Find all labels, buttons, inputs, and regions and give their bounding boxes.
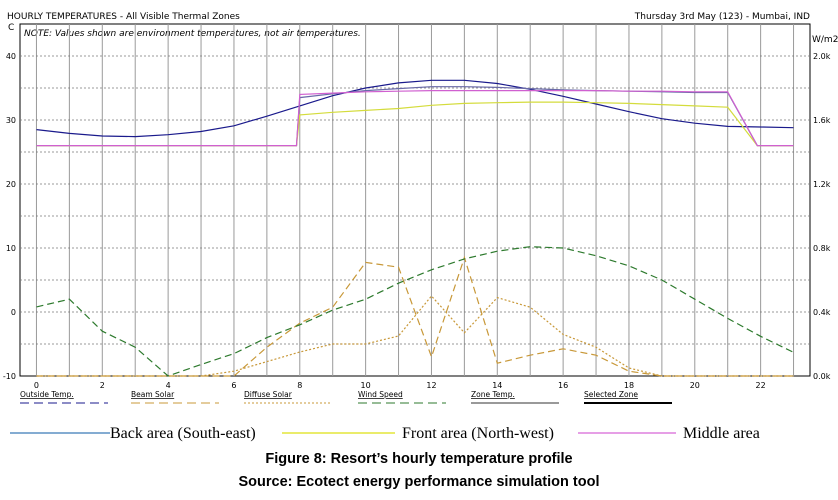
x-tick-label: 2 [100, 381, 105, 390]
y-left-tick-label: 20 [6, 180, 16, 189]
date-location: Thursday 3rd May (123) - Mumbai, IND [634, 12, 810, 22]
inner-legend-label: Zone Temp. [471, 390, 515, 399]
figure-caption: Figure 8: Resort’s hourly temperature pr… [265, 451, 572, 467]
axis-ticks: 0 2 4 6 8 10 12 14 16 18 20 22 -10 0 10 20 30 40 0.0k 0.4k 0… [3, 52, 831, 390]
y-right-tick-label: 0.0k [813, 372, 831, 381]
inner-legend-label: Wind Speed [358, 390, 403, 399]
y-right-tick-label: 1.2k [813, 180, 831, 189]
series-group [36, 79, 794, 377]
x-tick-label: 22 [756, 381, 766, 390]
left-unit: C [8, 23, 14, 33]
y-left-tick-label: 10 [6, 244, 16, 253]
y-left-tick-label: 0 [11, 308, 16, 317]
right-unit: W/m2 [812, 35, 838, 45]
y-right-tick-label: 0.8k [813, 244, 831, 253]
y-right-tick-label: 0.4k [813, 308, 831, 317]
external-legend: Back area (South-east) Front area (North… [10, 425, 760, 442]
plot-frame [19, 23, 811, 377]
inner-legend-label: Outside Temp. [20, 390, 74, 399]
x-tick-label: 4 [166, 381, 171, 390]
x-tick-label: 20 [690, 381, 700, 390]
y-right-tick-label: 2.0k [813, 52, 831, 61]
x-tick-label: 8 [297, 381, 302, 390]
chart-title: HOURLY TEMPERATURES - All Visible Therma… [7, 12, 240, 22]
inner-legend-label: Beam Solar [131, 390, 175, 399]
series-line-middle-area [36, 89, 794, 147]
inner-legend-label: Diffuse Solar [244, 390, 293, 399]
x-tick-label: 16 [558, 381, 568, 390]
series-line-outside-temp [36, 79, 794, 138]
legend-label-back-area: Back area (South-east) [110, 425, 256, 442]
x-tick-label: 0 [34, 381, 39, 390]
series-line-beam-solar [36, 255, 794, 377]
x-tick-label: 6 [231, 381, 236, 390]
y-left-tick-label: 30 [6, 116, 16, 125]
inner-legend-label: Selected Zone [584, 390, 638, 399]
y-right-tick-label: 1.6k [813, 116, 831, 125]
x-tick-label: 14 [492, 381, 502, 390]
y-left-tick-label: 40 [6, 52, 16, 61]
chart-note: NOTE: Values shown are environment tempe… [24, 29, 361, 39]
series-line-diffuse-solar [36, 295, 794, 377]
x-tick-label: 12 [426, 381, 436, 390]
legend-label-front-area: Front area (North-west) [402, 425, 554, 442]
figure-source: Source: Ecotect energy performance simul… [239, 474, 600, 490]
x-tick-label: 18 [624, 381, 634, 390]
legend-label-middle-area: Middle area [683, 425, 760, 442]
x-tick-label: 10 [361, 381, 371, 390]
inner-legend: Outside Temp. Beam Solar Diffuse Solar Wind… [20, 390, 672, 404]
y-left-tick-label: -10 [3, 372, 16, 381]
